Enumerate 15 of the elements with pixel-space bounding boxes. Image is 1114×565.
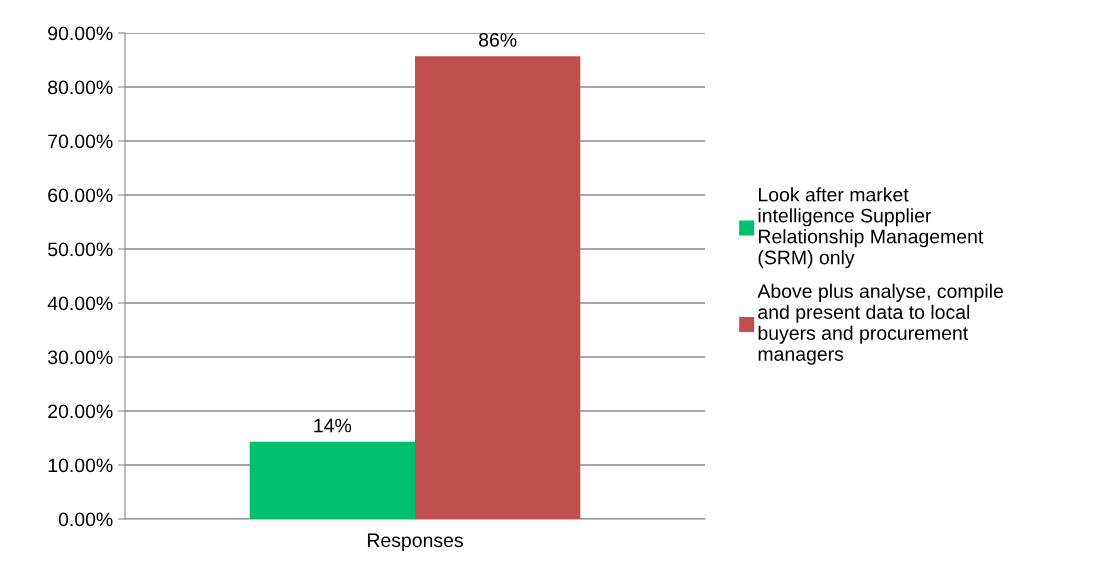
data-label: 14% xyxy=(314,418,352,433)
legend-label: Look after market intelligence Supplier Relationship Management (SRM) only xyxy=(758,187,984,269)
y-tick-label: 10.00% xyxy=(48,458,113,473)
y-tick-label: 20.00% xyxy=(48,404,113,419)
y-tick-label: 40.00% xyxy=(47,296,113,311)
y-tick-label: 60.00% xyxy=(48,188,113,203)
y-tick-label: 0.00% xyxy=(58,512,113,527)
legend-label: Above plus analyse, compile and present data to local buyers and procurement managers xyxy=(757,283,1003,365)
y-tick-label: 50.00% xyxy=(48,242,113,257)
y-tick-label: 80.00% xyxy=(48,80,113,95)
y-tick-label: 30.00% xyxy=(47,350,113,365)
x-tick-label: Responses xyxy=(367,533,463,552)
y-tick-label: 90.00% xyxy=(48,26,113,41)
y-tick-label: 70.00% xyxy=(48,134,113,149)
data-label: 86% xyxy=(479,33,517,47)
